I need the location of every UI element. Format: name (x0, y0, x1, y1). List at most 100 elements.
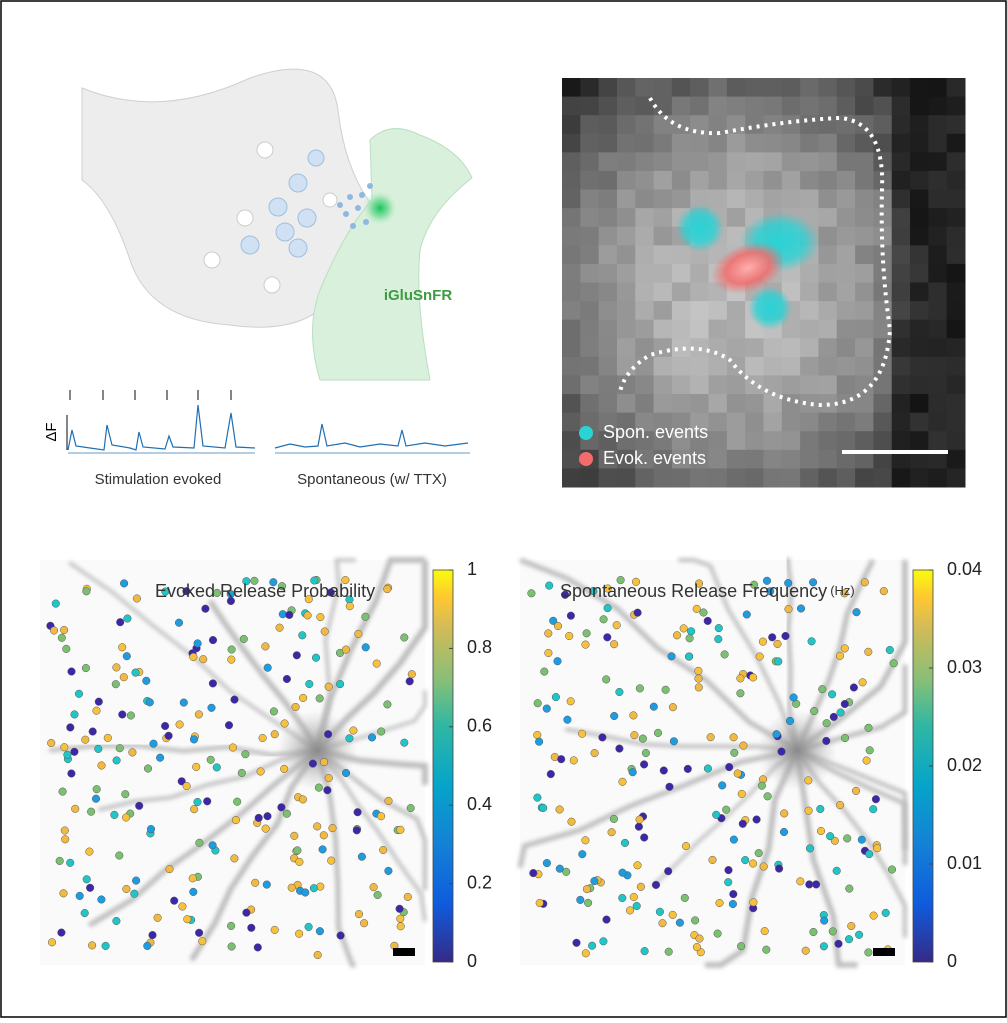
pixel (727, 338, 746, 357)
pixel (928, 394, 947, 413)
synapse-dot (286, 611, 294, 619)
synapse-dot (843, 835, 851, 843)
synapse-dot (76, 892, 84, 900)
pixel (837, 357, 856, 376)
pixel (782, 171, 801, 190)
pixel (562, 413, 581, 432)
synapse-dot (633, 902, 641, 910)
synapse-dot (346, 735, 354, 743)
pixel (635, 357, 654, 376)
synapse-dot (263, 881, 271, 889)
synapse-dot (568, 818, 576, 826)
pixel (580, 208, 599, 227)
synapse-dot (368, 734, 376, 742)
synapse-dot (346, 602, 354, 610)
pixel (654, 245, 673, 264)
pixel (745, 338, 764, 357)
pixel (672, 394, 691, 413)
traces (67, 390, 470, 453)
synapse-dot (52, 600, 60, 608)
synapse-dot (693, 943, 701, 951)
synapse-dot (231, 696, 239, 704)
pixel (892, 190, 911, 209)
pixel (947, 375, 966, 394)
synapse-dot (642, 749, 650, 757)
pixel (837, 394, 856, 413)
pixel (562, 468, 581, 487)
pixel (892, 301, 911, 320)
synapse-dot (98, 896, 106, 904)
synapse-dot (196, 839, 204, 847)
synapse-dot (147, 825, 155, 833)
synapse-dot (195, 929, 203, 937)
pixel (599, 134, 618, 153)
pixel (709, 394, 728, 413)
pixel (764, 450, 783, 469)
synapse-dot (584, 899, 592, 907)
pixel (782, 357, 801, 376)
synapse-dot (778, 748, 786, 756)
title-text: Evoked Release Probability (155, 581, 375, 601)
pixel (800, 283, 819, 302)
pixel (818, 78, 837, 97)
pixel (782, 375, 801, 394)
pixel (599, 190, 618, 209)
synapse-dot (82, 736, 90, 744)
pixel (928, 227, 947, 246)
pixel (910, 171, 929, 190)
pixel (855, 413, 874, 432)
synapse-dot (299, 694, 307, 702)
pixel (672, 97, 691, 116)
pixel (635, 78, 654, 97)
synapse-dot (123, 652, 131, 660)
pixel (635, 208, 654, 227)
synapse-dot (280, 765, 288, 773)
synapse-dot (556, 865, 564, 873)
pixel (562, 227, 581, 246)
synapse-dot (850, 684, 858, 692)
pixel (928, 78, 947, 97)
synapse-dot (819, 685, 827, 693)
pixel (635, 320, 654, 339)
pixel (599, 97, 618, 116)
synapse-dot (355, 910, 363, 918)
pixel (782, 152, 801, 171)
pixel (818, 450, 837, 469)
synapse-dot (238, 769, 246, 777)
pixel (635, 394, 654, 413)
synapse-dot (281, 720, 289, 728)
pixel (654, 264, 673, 283)
synapse-dot (636, 685, 644, 693)
pixel (800, 413, 819, 432)
pixel (727, 171, 746, 190)
synapse-dot (641, 947, 649, 955)
pixel (818, 283, 837, 302)
synapse-dot (619, 869, 627, 877)
synapse-dot (539, 804, 547, 812)
synapse-dot (248, 924, 256, 932)
pixel (873, 413, 892, 432)
pixel (709, 301, 728, 320)
synapse-dot (161, 722, 169, 730)
synapse-dot (773, 730, 781, 738)
synapse-dot (673, 632, 681, 640)
synapse-dot (691, 917, 699, 925)
synapse-dot (737, 690, 745, 698)
synapse-dot (629, 768, 637, 776)
pixel (782, 338, 801, 357)
pixel (892, 78, 911, 97)
pixel (837, 208, 856, 227)
synapse-dot (132, 877, 140, 885)
synapse-dot (556, 806, 564, 814)
pixel (892, 134, 911, 153)
trace-label: Spontaneous (w/ TTX) (297, 471, 447, 488)
pixel (837, 245, 856, 264)
pixel (745, 190, 764, 209)
synapse-dot (337, 932, 345, 940)
synapse-dot (882, 909, 890, 917)
synapse-dot (401, 634, 409, 642)
synapse-dot (321, 628, 329, 636)
synapse-dot (229, 744, 237, 752)
pixel (782, 78, 801, 97)
synapse-dot (71, 805, 79, 813)
